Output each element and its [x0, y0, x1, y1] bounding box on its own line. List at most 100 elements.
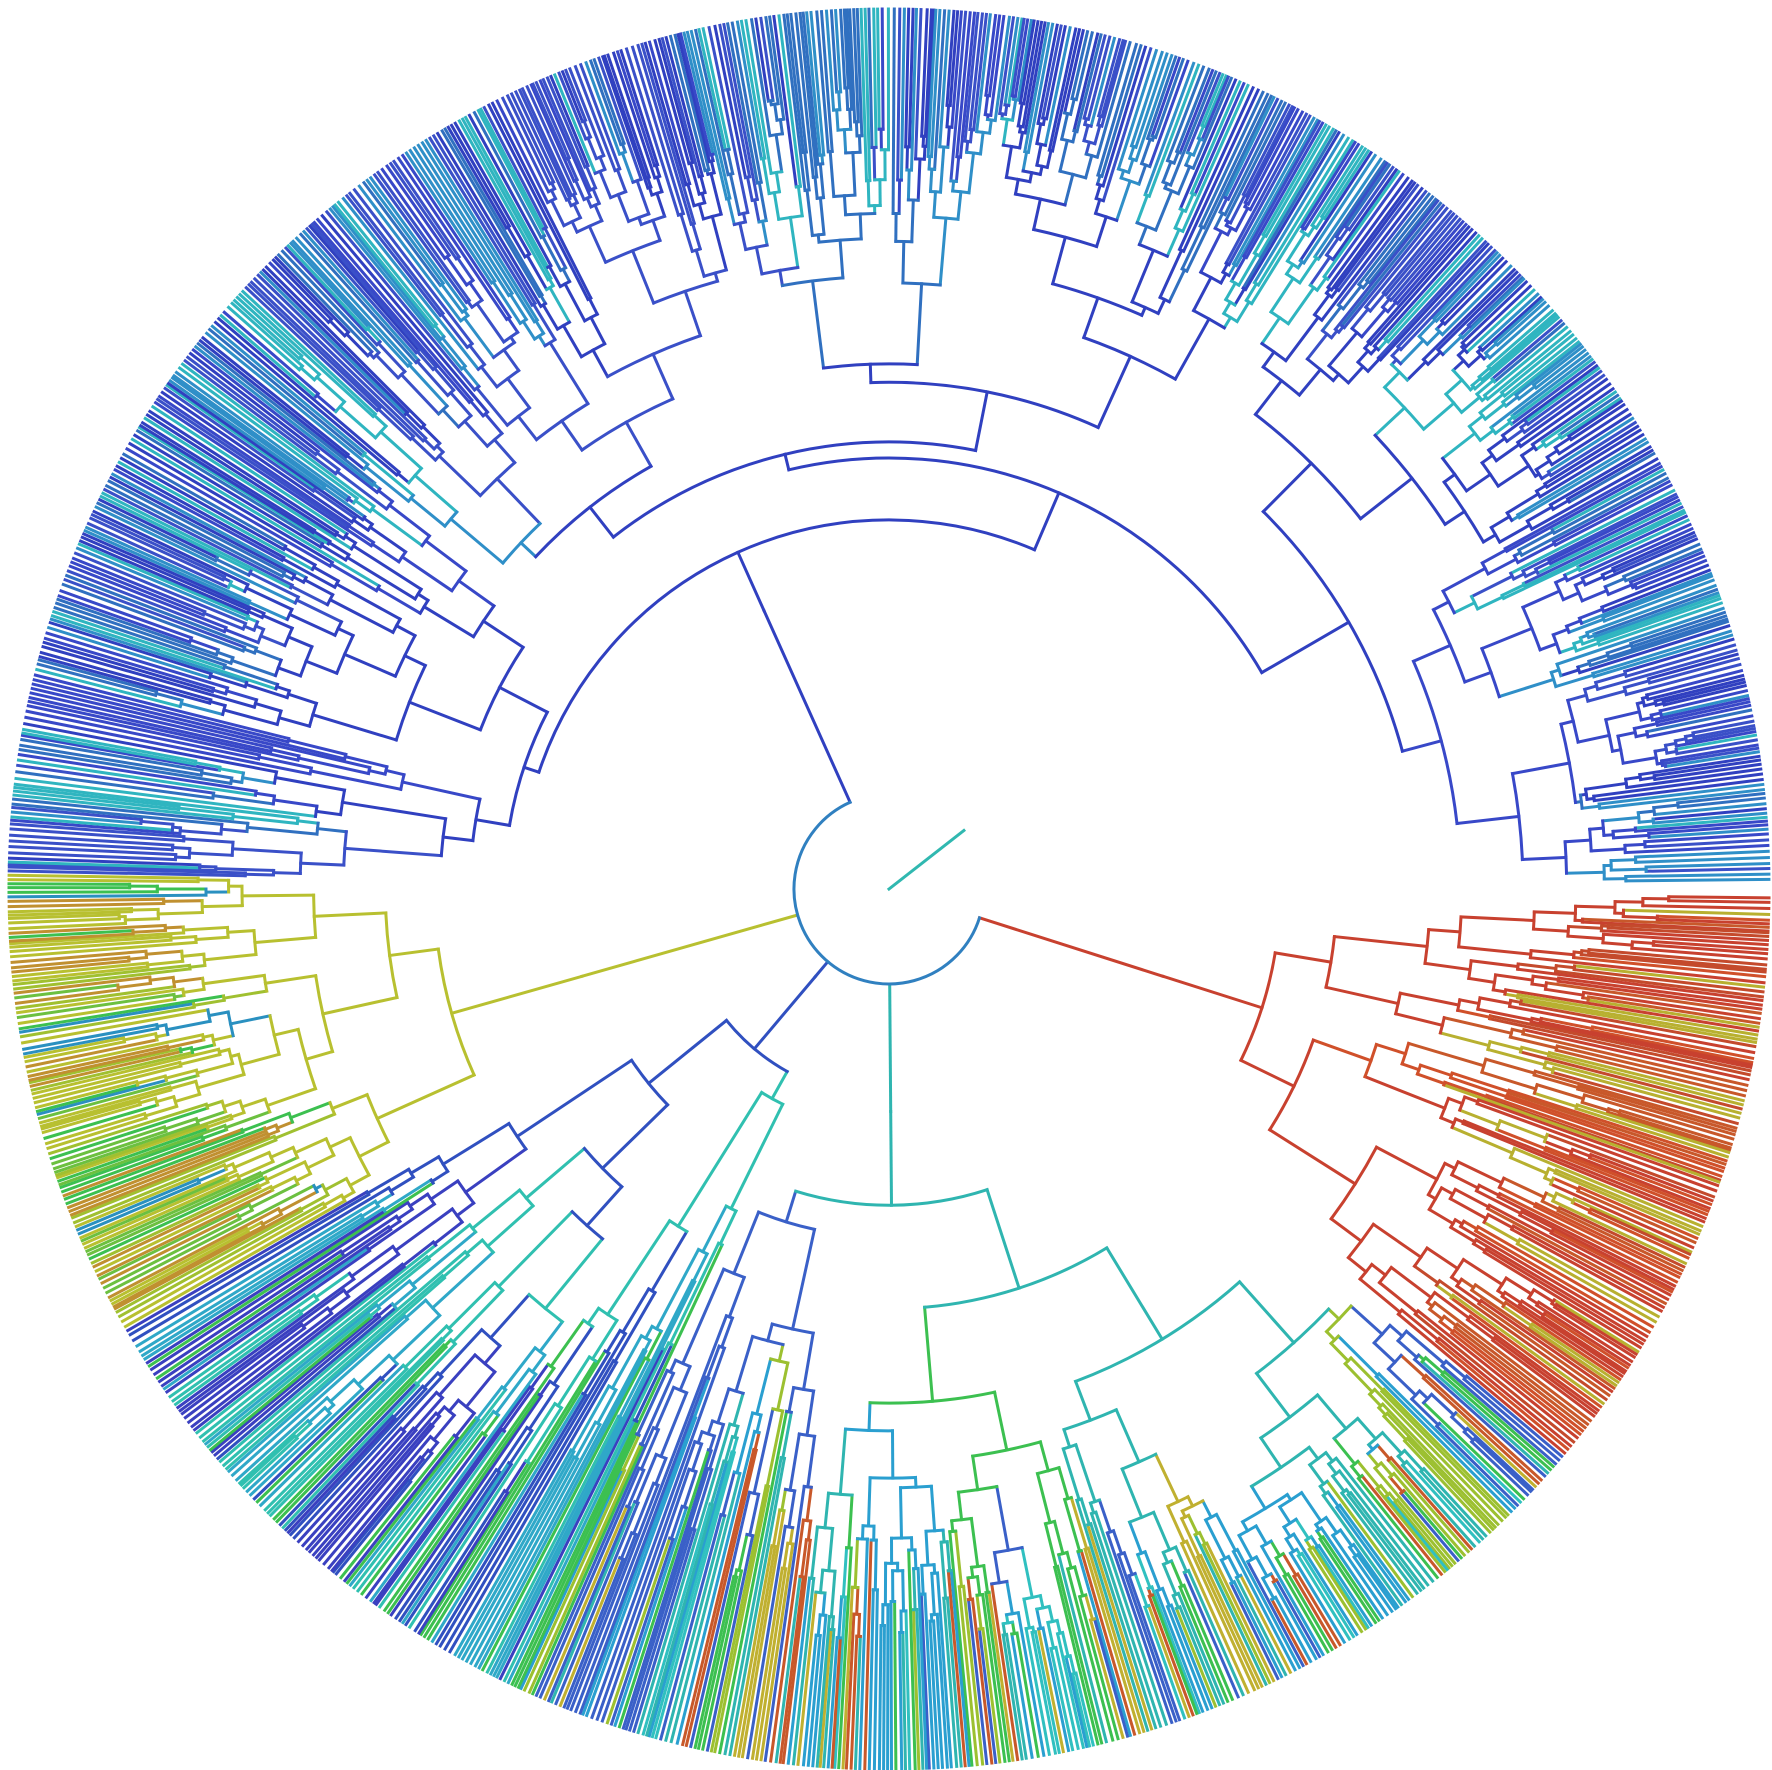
branch: [24, 715, 312, 776]
branch: [1571, 955, 1767, 979]
branch-arc: [390, 1414, 398, 1421]
branch: [1303, 1538, 1314, 1551]
branch: [1512, 1146, 1704, 1229]
branch: [27, 699, 300, 762]
branch: [404, 411, 424, 431]
branch: [1334, 1505, 1408, 1604]
branch-arc: [222, 625, 228, 634]
branch-arc: [1386, 1353, 1404, 1372]
branch: [1189, 80, 1242, 196]
branch: [633, 1342, 674, 1423]
branch: [1222, 315, 1233, 330]
branch: [1395, 1497, 1454, 1568]
branch: [1243, 105, 1297, 205]
branch: [1402, 1438, 1492, 1535]
branch-arc: [1652, 805, 1657, 817]
branch: [1094, 214, 1109, 249]
branch-arc: [370, 411, 378, 419]
branch: [68, 564, 228, 630]
branch-arc: [770, 1544, 777, 1549]
branch: [848, 8, 857, 124]
branch: [1587, 947, 1768, 967]
branch: [95, 501, 218, 563]
branch: [651, 352, 675, 401]
branch: [1084, 140, 1092, 156]
branch-arc: [1344, 225, 1352, 232]
branch: [987, 118, 993, 135]
branch: [46, 1116, 148, 1151]
branch-arc: [1161, 180, 1173, 187]
branch: [686, 182, 696, 208]
branch: [92, 509, 250, 587]
branch-arc: [617, 1555, 625, 1562]
branch: [1458, 998, 1481, 1006]
branch: [1226, 1554, 1241, 1579]
branch: [296, 756, 371, 776]
branch: [170, 845, 192, 851]
branch-arc: [313, 391, 321, 399]
branch: [69, 560, 206, 617]
branch-arc: [1365, 1443, 1380, 1456]
branch: [1347, 165, 1395, 232]
branch-arc: [1442, 480, 1486, 544]
branch-arc: [298, 644, 314, 678]
branch: [1506, 1090, 1727, 1166]
branch-arc: [263, 1097, 272, 1114]
branch-arc: [299, 1322, 307, 1331]
branch: [1494, 442, 1522, 463]
branch: [762, 608, 853, 805]
branch: [683, 289, 703, 338]
branch: [1384, 1493, 1450, 1572]
branch: [1577, 607, 1605, 621]
branch-arc: [494, 368, 521, 389]
branch: [1356, 192, 1432, 287]
branch-arc: [1085, 1521, 1093, 1527]
branch-arc: [1638, 772, 1643, 782]
branch: [254, 791, 277, 798]
branch-arc: [1478, 410, 1488, 422]
branch-arc: [1165, 1603, 1174, 1609]
branch: [1624, 775, 1642, 781]
branch: [107, 479, 287, 575]
branch-arc: [153, 1031, 159, 1042]
branch: [1111, 1528, 1124, 1556]
branch: [983, 93, 990, 117]
branch: [1185, 71, 1222, 155]
branch: [312, 487, 357, 521]
branch: [1473, 1282, 1507, 1307]
branch: [1343, 1361, 1375, 1395]
branch: [1133, 1571, 1149, 1609]
branch: [1310, 1545, 1368, 1631]
branch: [1601, 568, 1712, 614]
branch: [1557, 393, 1620, 437]
branch: [1653, 762, 1762, 782]
branch: [569, 1483, 660, 1712]
branch: [7, 893, 208, 899]
branch: [783, 452, 791, 472]
branch: [1517, 440, 1650, 520]
branch: [606, 53, 652, 180]
branch: [1519, 476, 1670, 558]
branch: [1233, 206, 1250, 233]
branch-arc: [1448, 1071, 1454, 1080]
branch: [307, 1405, 328, 1425]
branch: [1464, 288, 1536, 355]
branch-arc: [844, 150, 862, 155]
branch: [1563, 838, 1593, 844]
branch: [929, 1484, 937, 1533]
branch-arc: [402, 1313, 410, 1322]
branch-arc: [1088, 1498, 1102, 1505]
branch: [298, 365, 317, 382]
branch-arc: [288, 583, 295, 590]
branch: [919, 1592, 931, 1770]
branch-arc: [344, 1176, 356, 1195]
branch: [541, 77, 593, 192]
branch: [85, 1170, 263, 1254]
branch-arc: [1198, 270, 1224, 285]
branch: [1500, 582, 1527, 598]
branch: [172, 373, 350, 503]
branch: [1492, 297, 1545, 345]
branch: [8, 851, 177, 862]
branch: [109, 1226, 249, 1303]
branch: [923, 1592, 936, 1770]
